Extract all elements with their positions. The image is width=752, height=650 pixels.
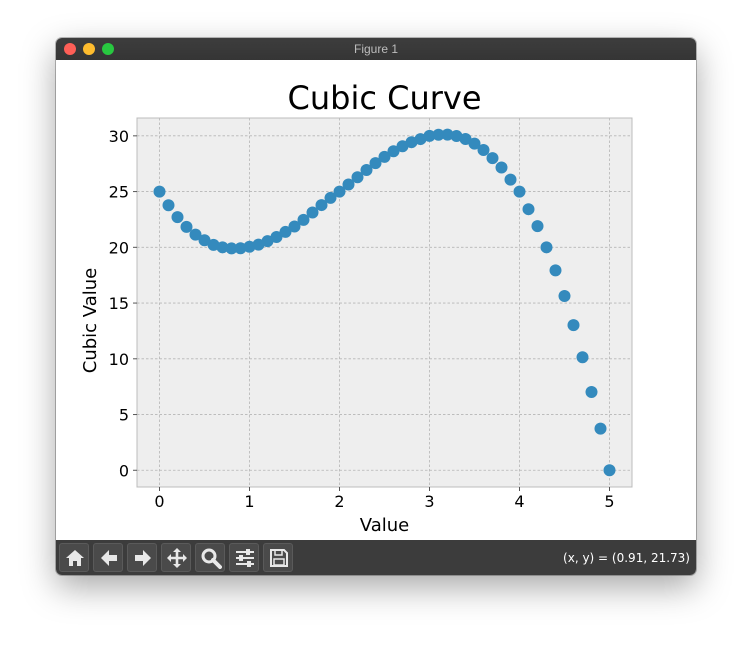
data-point xyxy=(342,178,355,191)
forward-button[interactable] xyxy=(127,543,157,572)
y-tick-label: 25 xyxy=(109,183,129,202)
y-tick-label: 0 xyxy=(119,461,129,480)
y-tick-label: 30 xyxy=(109,127,129,146)
data-point xyxy=(450,130,463,143)
data-point xyxy=(207,238,220,251)
data-point xyxy=(333,185,346,198)
data-point xyxy=(360,163,373,176)
data-point xyxy=(495,161,508,174)
y-tick-label: 15 xyxy=(109,294,129,313)
save-button[interactable] xyxy=(263,543,293,572)
data-point xyxy=(225,242,238,255)
cursor-coordinates: (x, y) = (0.91, 21.73) xyxy=(563,551,690,565)
data-point xyxy=(270,230,283,243)
x-tick-label: 3 xyxy=(424,492,434,511)
maximize-window-button[interactable] xyxy=(102,43,114,55)
navigation-toolbar: (x, y) = (0.91, 21.73) xyxy=(56,540,696,575)
data-point xyxy=(603,464,616,477)
data-point xyxy=(585,386,598,399)
configure-subplots-button[interactable] xyxy=(229,543,259,572)
home-button[interactable] xyxy=(59,543,89,572)
close-window-button[interactable] xyxy=(64,43,76,55)
data-point xyxy=(396,140,409,153)
data-point xyxy=(540,241,553,254)
data-point xyxy=(423,129,436,142)
x-axis-label: Value xyxy=(360,515,409,536)
data-point xyxy=(369,157,382,170)
data-point xyxy=(477,143,490,156)
back-button[interactable] xyxy=(93,543,123,572)
y-axis-label: Cubic Value xyxy=(80,268,101,373)
data-point xyxy=(315,199,328,212)
title-bar: Figure 1 xyxy=(56,38,696,61)
x-tick-label: 5 xyxy=(604,492,614,511)
figure-canvas[interactable]: 0 1 2 3 4 5 0 5 10 15 20 25 30 Cubic Curve Value Cubic … xyxy=(56,60,696,540)
data-point xyxy=(414,133,427,146)
chart-title: Cubic Curve xyxy=(288,79,482,117)
window-title: Figure 1 xyxy=(353,42,399,56)
zoom-button[interactable] xyxy=(195,543,225,572)
data-point xyxy=(504,173,517,186)
x-tick-label: 0 xyxy=(154,492,164,511)
pan-button[interactable] xyxy=(161,543,191,572)
data-point xyxy=(576,351,589,364)
y-tick-label: 20 xyxy=(109,238,129,257)
minimize-window-button[interactable] xyxy=(83,43,95,55)
scatter-chart: 0 1 2 3 4 5 0 5 10 15 20 25 30 Cubic Curve Value Cubic … xyxy=(80,79,633,536)
plot-frame xyxy=(136,117,633,488)
magnifier-icon xyxy=(201,548,222,569)
data-point xyxy=(297,213,310,226)
data-point xyxy=(567,319,580,332)
data-point xyxy=(387,145,400,158)
data-point xyxy=(234,242,247,255)
data-point xyxy=(216,241,229,254)
data-point xyxy=(441,128,454,141)
data-point xyxy=(306,206,319,219)
data-point xyxy=(243,240,256,253)
sliders-icon xyxy=(236,549,254,567)
y-tick-label: 5 xyxy=(119,406,129,425)
data-point xyxy=(531,220,544,233)
figure-window: Figure 1 0 1 2 3 4 5 0 5 10 15 20 25 30 Cubic Curve Va… xyxy=(56,38,696,575)
data-point xyxy=(153,185,166,198)
data-point xyxy=(324,191,337,204)
data-point xyxy=(486,152,499,165)
data-point xyxy=(594,422,607,435)
data-point xyxy=(252,238,265,251)
floppy-disk-icon xyxy=(270,549,288,567)
data-point xyxy=(288,220,301,233)
data-point xyxy=(549,264,562,277)
arrow-right-icon xyxy=(135,550,151,566)
data-point xyxy=(513,185,526,198)
data-point xyxy=(468,137,481,150)
data-point xyxy=(180,220,193,233)
data-point xyxy=(261,235,274,248)
arrow-left-icon xyxy=(101,550,117,566)
data-point xyxy=(432,128,445,141)
data-point xyxy=(459,132,472,145)
move-icon xyxy=(167,548,187,568)
data-point xyxy=(378,150,391,163)
data-point xyxy=(351,171,364,184)
data-point xyxy=(162,199,175,212)
y-tick-label: 10 xyxy=(109,350,129,369)
x-tick-label: 1 xyxy=(244,492,254,511)
data-point xyxy=(198,234,211,247)
data-point xyxy=(279,225,292,238)
x-tick-label: 4 xyxy=(514,492,524,511)
x-tick-label: 2 xyxy=(334,492,344,511)
data-point xyxy=(189,228,202,241)
data-point xyxy=(522,203,535,216)
data-point xyxy=(171,211,184,224)
data-point xyxy=(558,290,571,303)
plot-area xyxy=(137,118,632,487)
data-point xyxy=(405,136,418,149)
home-icon xyxy=(66,550,84,566)
